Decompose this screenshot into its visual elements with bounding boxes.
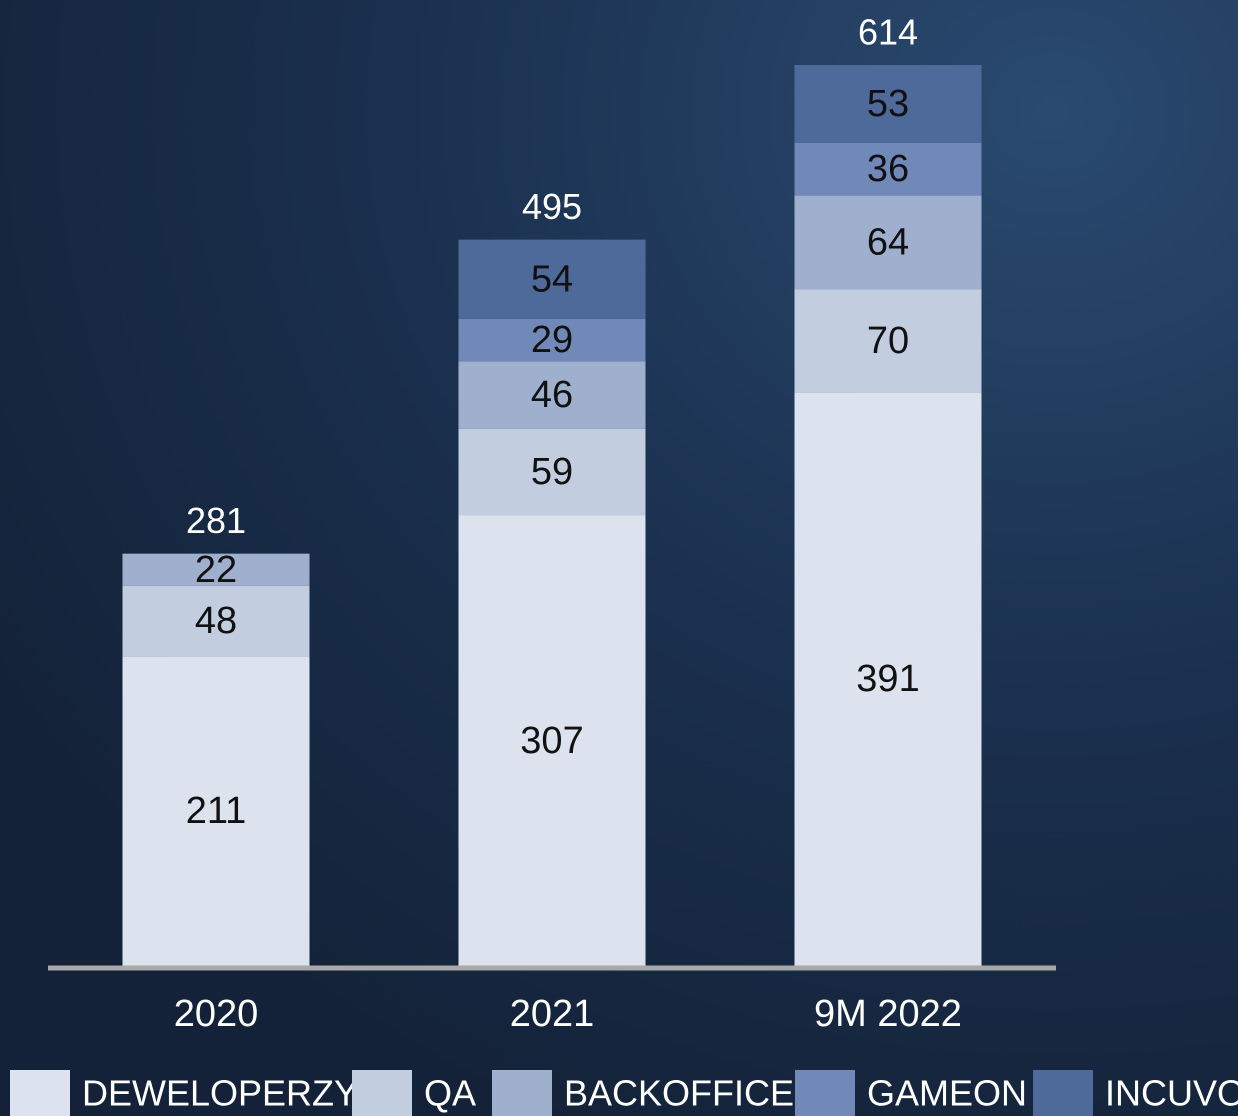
bar-segment bbox=[458, 515, 646, 966]
legend-swatch bbox=[10, 1070, 70, 1116]
x-tick-label: 2020 bbox=[174, 993, 259, 1035]
total-label: 614 bbox=[858, 12, 918, 53]
plot: 211 48 22 281 2020 307 59 46 29 54 495 2021 391 70 64 3… bbox=[122, 12, 982, 1035]
bar-segment bbox=[794, 65, 982, 143]
bar-segment bbox=[794, 392, 982, 966]
legend-swatch bbox=[795, 1070, 855, 1116]
segment-label: 46 bbox=[531, 374, 573, 416]
legend-label: INCUVO bbox=[1105, 1073, 1238, 1114]
bar-segment bbox=[794, 142, 982, 196]
legend-swatch bbox=[352, 1070, 412, 1116]
legend: DEWELOPERZY QA BACKOFFICE GAMEON INCUVO bbox=[10, 1070, 1238, 1116]
segment-label: 64 bbox=[867, 222, 909, 264]
legend-label: DEWELOPERZY bbox=[82, 1073, 358, 1114]
bar-segment bbox=[458, 318, 646, 362]
bar-segment bbox=[122, 585, 310, 657]
segment-label: 59 bbox=[531, 451, 573, 493]
segment-label: 211 bbox=[186, 790, 247, 832]
bar-segment bbox=[458, 239, 646, 319]
segment-label: 70 bbox=[867, 320, 909, 362]
total-label: 495 bbox=[522, 186, 582, 227]
x-tick-label: 2021 bbox=[510, 993, 595, 1035]
segment-label: 53 bbox=[867, 83, 909, 125]
segment-label: 54 bbox=[531, 258, 573, 300]
segment-label: 48 bbox=[195, 600, 237, 642]
x-tick-label: 9M 2022 bbox=[814, 993, 962, 1035]
bar-segment bbox=[794, 195, 982, 290]
legend-label: GAMEON bbox=[867, 1073, 1027, 1114]
total-label: 281 bbox=[186, 500, 246, 541]
bar-segment bbox=[122, 656, 310, 966]
legend-label: QA bbox=[424, 1073, 476, 1114]
segment-label: 391 bbox=[856, 658, 919, 700]
bar-segment bbox=[458, 361, 646, 429]
segment-label: 307 bbox=[520, 720, 583, 762]
segment-label: 22 bbox=[195, 549, 237, 591]
bar-segment bbox=[122, 553, 310, 586]
legend-label: BACKOFFICE bbox=[564, 1073, 794, 1114]
legend-swatch bbox=[1033, 1070, 1093, 1116]
bar-segment bbox=[458, 428, 646, 516]
segment-label: 29 bbox=[531, 319, 573, 361]
legend-swatch bbox=[492, 1070, 552, 1116]
bar-segment bbox=[794, 289, 982, 393]
segment-label: 36 bbox=[867, 148, 909, 190]
